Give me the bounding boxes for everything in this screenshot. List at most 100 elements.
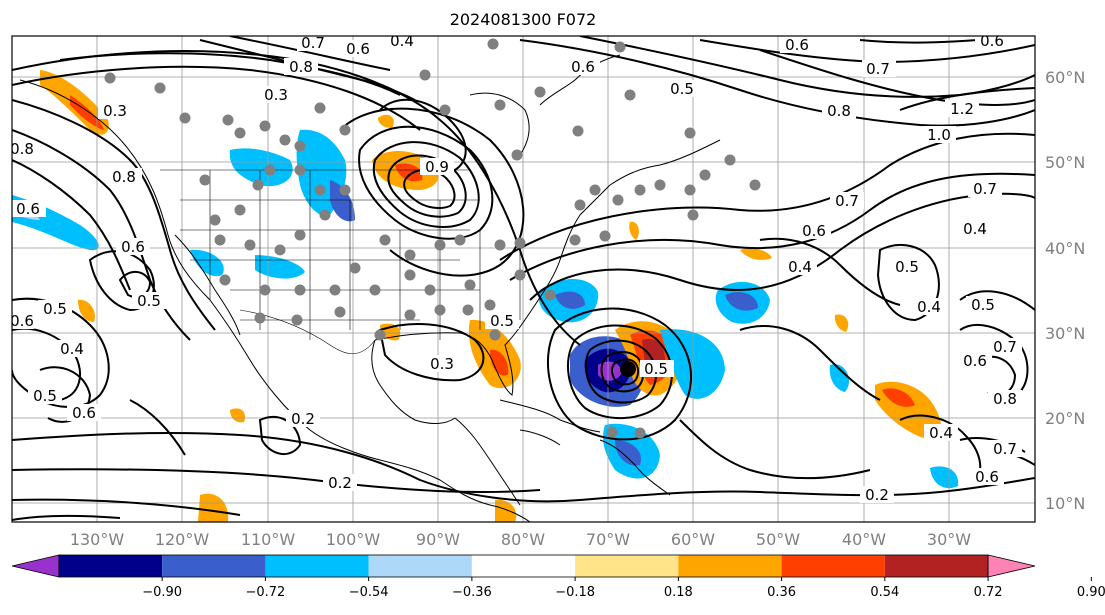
station-dot [154, 82, 166, 94]
station-dots [104, 38, 761, 439]
station-dot [334, 306, 346, 318]
contour-label: 0.5 [43, 300, 67, 318]
contour-label: 0.8 [289, 58, 313, 76]
station-dot [104, 72, 116, 84]
contour-label: 0.7 [973, 180, 997, 198]
shade-atl-blue-2 [555, 291, 585, 309]
station-dot [684, 127, 696, 139]
station-dot [439, 104, 451, 116]
contour-label: 0.6 [16, 200, 40, 218]
station-dot [209, 214, 221, 226]
station-dot [349, 262, 361, 274]
station-dot [369, 284, 381, 296]
contour-label: 0.8 [112, 168, 136, 186]
shade-sw-blue [190, 249, 224, 277]
lon-label: 50°W [756, 530, 800, 549]
colorbar-bin [884, 555, 989, 577]
station-dot [214, 234, 226, 246]
station-dot [487, 38, 499, 50]
contour-label: 0.7 [866, 60, 890, 78]
shade-e-blue-2 [829, 364, 850, 392]
colorbar-bin [575, 555, 679, 577]
station-dot [569, 234, 581, 246]
shade-atl-orange-3 [834, 314, 849, 332]
station-dot [374, 329, 386, 341]
station-dot [534, 86, 546, 98]
station-dot [294, 164, 306, 176]
station-dot [404, 249, 416, 261]
contour-label: 0.5 [33, 387, 57, 405]
colorbar-tick-label: 0.72 [974, 585, 1003, 600]
shade-sw-blue-2 [255, 255, 305, 279]
colorbar-extend-low [11, 554, 60, 578]
station-dot [294, 229, 306, 241]
contour-label: 0.6 [346, 40, 370, 58]
contour-label: 0.7 [993, 440, 1017, 458]
station-dot [179, 112, 191, 124]
latitude-labels: 60°N 50°N 40°N 30°N 20°N 10°N [1045, 68, 1085, 513]
contour-label: 0.8 [993, 390, 1017, 408]
contour-label: 0.7 [993, 338, 1017, 356]
contour-label: 0.4 [60, 340, 84, 358]
shade-glakes-red [395, 163, 423, 182]
contour-label: 1.0 [927, 126, 951, 144]
longitude-labels: 130°W 120°W 110°W 100°W 90°W 80°W 70°W 6… [70, 530, 971, 549]
contour-label: 0.3 [103, 102, 127, 120]
colorbar-frame [58, 554, 989, 578]
colorbar-bin [368, 555, 472, 577]
station-dot [612, 194, 624, 206]
colorbar-tick-label: 0.36 [767, 585, 796, 600]
station-dot [314, 102, 326, 114]
contour-label: 0.6 [802, 222, 826, 240]
lat-label: 30°N [1045, 324, 1085, 343]
contour-labels: 0.7 0.6 0.4 0.8 0.3 0.6 0.5 0.8 0.3 0.6 [10, 32, 1022, 504]
station-dot [404, 309, 416, 321]
shade-glakes-orange-2 [378, 114, 394, 128]
contour-label: 0.4 [963, 220, 987, 238]
contour-label: 0.5 [137, 292, 161, 310]
contour-label: 0.4 [390, 32, 414, 50]
station-dot [329, 284, 341, 296]
shade-rockies-3 [330, 180, 355, 222]
shade-s-orange-2 [495, 499, 517, 522]
colorbar-bin [265, 555, 369, 577]
contour-label: 0.6 [10, 312, 34, 330]
lon-label: 130°W [70, 530, 125, 549]
colorbar-bin [58, 555, 163, 577]
station-dot [434, 304, 446, 316]
contour-label: 0.6 [980, 32, 1004, 50]
station-dot [614, 41, 626, 53]
station-dot [259, 120, 271, 132]
station-dot [687, 209, 699, 221]
lat-label: 20°N [1045, 409, 1085, 428]
station-dot [684, 184, 696, 196]
contour-label: 0.5 [895, 258, 919, 276]
station-dot [199, 174, 211, 186]
station-dot [511, 149, 523, 161]
map-frame [11, 35, 1036, 523]
contour-label: 0.6 [963, 352, 987, 370]
shade-e-red [882, 388, 915, 407]
station-dot [314, 184, 326, 196]
station-dot [544, 289, 556, 301]
station-dot [424, 284, 436, 296]
station-dot [222, 114, 234, 126]
station-dot [464, 279, 476, 291]
shade-rockies-1 [229, 148, 293, 187]
station-dot [514, 237, 526, 249]
lon-label: 40°W [842, 530, 886, 549]
colorbar-extend-high [987, 554, 1036, 578]
colorbar-tick-label: −0.36 [452, 585, 492, 600]
station-dot [514, 269, 526, 281]
station-dot [494, 239, 506, 251]
station-dot [244, 239, 256, 251]
shade-hurr-purple [598, 361, 622, 381]
lon-label: 120°W [155, 530, 210, 549]
contour-label: 0.6 [72, 404, 96, 422]
contour-label: 0.5 [971, 296, 995, 314]
colorbar: −0.90 −0.72 −0.54 −0.36 −0.18 0.18 0.36 0.54 0.7… [11, 554, 1105, 600]
shade-pac-orange [230, 408, 246, 423]
station-dot [634, 184, 646, 196]
station-dot [489, 329, 501, 341]
